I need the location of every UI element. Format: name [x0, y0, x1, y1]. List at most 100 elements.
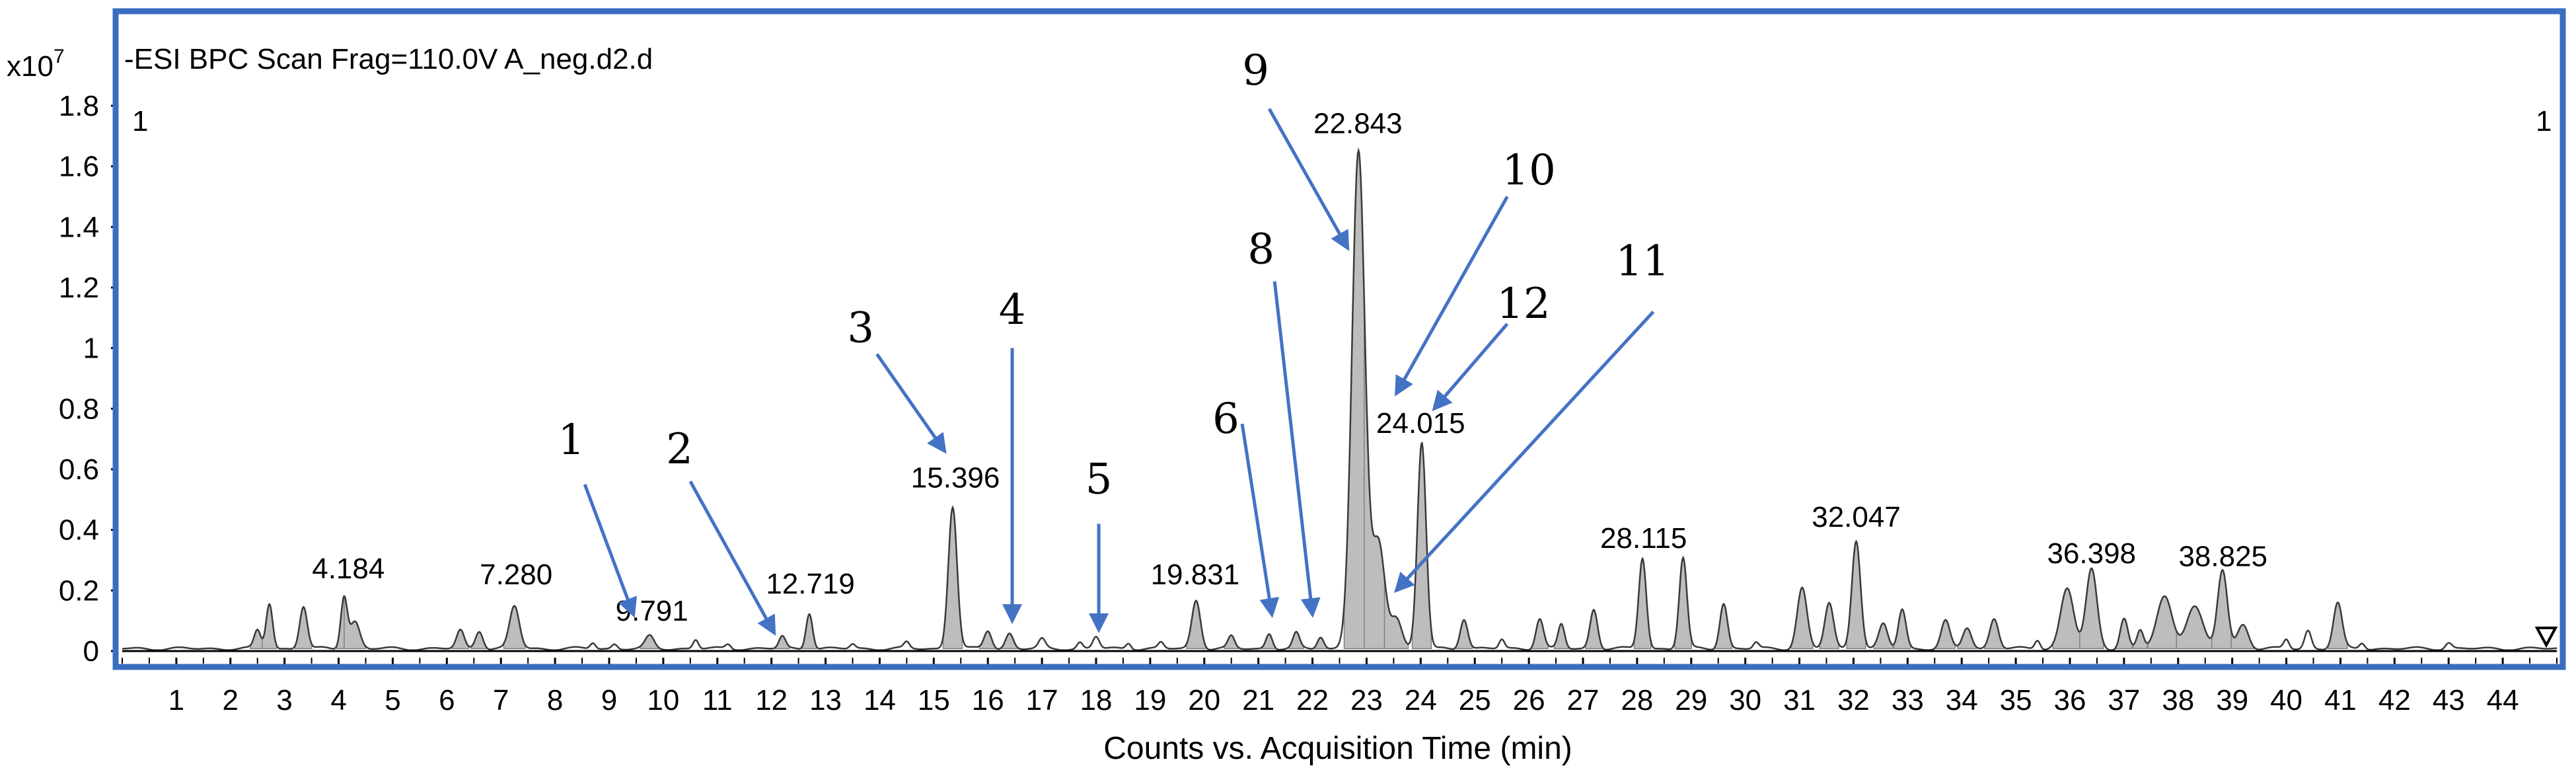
annotation-number-1: 1	[558, 416, 585, 465]
peak-area-63	[2328, 601, 2348, 650]
x-tick-label: 28	[1621, 684, 1653, 716]
y-tick-label: 0	[83, 635, 99, 668]
x-tick-label: 23	[1350, 684, 1383, 716]
x-tick-label: 13	[809, 684, 842, 716]
annotation-number-4: 4	[999, 286, 1026, 334]
x-tick-label: 15	[918, 684, 950, 716]
peak-area-37	[1531, 618, 1549, 650]
x-tick-label: 43	[2433, 684, 2465, 716]
x-tick-label: 31	[1783, 684, 1816, 716]
peak-label: 24.015	[1376, 407, 1465, 440]
x-axis-label: Counts vs. Acquisition Time (min)	[1103, 731, 1572, 766]
annotation-arrow-11	[1394, 310, 1655, 594]
x-tick-label: 7	[493, 684, 509, 716]
annotation-number-12: 12	[1496, 280, 1550, 329]
x-tick-label: 22	[1296, 684, 1329, 716]
x-tick-label: 37	[2108, 684, 2140, 716]
x-tick-label: 36	[2054, 684, 2086, 716]
annotation-number-2: 2	[666, 425, 693, 474]
y-tick-label: 0.8	[59, 393, 99, 425]
peak-area-8	[503, 605, 526, 650]
peak-label: 36.398	[2047, 537, 2136, 570]
peak-area-39	[1585, 609, 1603, 650]
peak-label: 28.115	[1600, 522, 1687, 555]
peak-area-55	[2115, 617, 2133, 650]
peak-area-18	[942, 506, 963, 650]
x-tick-label: 32	[1837, 684, 1870, 716]
annotation-arrow-10	[1395, 196, 1509, 397]
x-tick-label: 30	[1729, 684, 1761, 716]
peak-area-58	[2176, 605, 2213, 650]
peak-label: 4.184	[312, 553, 385, 585]
x-tick-label: 44	[2487, 684, 2519, 716]
x-tick-label: 1	[168, 684, 184, 716]
peak-area-15	[801, 613, 817, 650]
x-tick-label: 18	[1080, 684, 1113, 716]
peak-area-20	[1000, 633, 1019, 650]
annotation-number-6: 6	[1212, 395, 1239, 444]
peak-area-2	[262, 603, 277, 650]
x-tick-label: 17	[1026, 684, 1058, 716]
y-tick-label: 1.4	[59, 211, 99, 243]
peak-area-54	[2079, 567, 2104, 650]
peak-label: 22.843	[1313, 107, 1403, 139]
x-tick-label: 5	[385, 684, 400, 716]
y-exponent-label: x107	[7, 46, 65, 83]
annotation-arrow-6	[1240, 423, 1280, 618]
peak-area-51	[1984, 618, 2005, 650]
annotation-arrow-9	[1267, 108, 1350, 251]
peak-area-29	[1288, 631, 1304, 650]
peak-area-40	[1633, 558, 1652, 650]
x-tick-label: 25	[1459, 684, 1491, 716]
y-tick-label: 1.6	[59, 151, 99, 183]
peak-area-59	[2211, 569, 2234, 650]
peak-label: 7.280	[480, 559, 552, 591]
x-tick-label: 20	[1188, 684, 1220, 716]
peak-area-26	[1186, 600, 1206, 650]
peak-area-47	[1873, 623, 1894, 650]
x-tick-label: 38	[2162, 684, 2194, 716]
axes: 1 2 3 4 5 6 7 8 9 10 11 12 13 14 15 16 17 18 19 20 21 22 23 24 2…	[59, 90, 2558, 716]
cursor-marker-right: 1	[2536, 105, 2552, 137]
x-tick-label: 8	[547, 684, 563, 716]
peak-area-11	[640, 634, 660, 650]
peak-area-49	[1935, 619, 1956, 650]
chromatogram-trace	[122, 147, 2557, 651]
annotation-arrow-12	[1432, 323, 1509, 412]
y-tick-label: 0.4	[59, 514, 99, 547]
y-tick-label: 0.6	[59, 453, 99, 486]
x-tick-label: 39	[2216, 684, 2248, 716]
x-tick-label: 4	[330, 684, 346, 716]
plot-frame	[112, 8, 2566, 670]
x-tick-label: 12	[755, 684, 788, 716]
cursor-marker-left: 1	[132, 105, 148, 137]
x-tick-label: 6	[439, 684, 455, 716]
x-tick-label: 29	[1675, 684, 1707, 716]
peak-label: 15.396	[911, 462, 1000, 494]
annotation-number-11: 11	[1615, 237, 1669, 286]
x-tick-label: 27	[1567, 684, 1600, 716]
peak-area-46	[1846, 540, 1866, 650]
peak-label: 38.825	[2178, 541, 2267, 573]
peak-area-45	[1819, 602, 1839, 650]
x-tick-label: 9	[601, 684, 617, 716]
peak-area-6	[451, 629, 470, 650]
annotation-number-10: 10	[1502, 146, 1555, 195]
x-tick-label: 16	[972, 684, 1004, 716]
peak-area-34	[1411, 442, 1432, 650]
peak-area-50	[1957, 627, 1977, 650]
annotation-arrow-8	[1272, 281, 1321, 618]
peak-labels: 4.184 7.2809.79112.71915.39619.83122.8432…	[312, 107, 2267, 627]
peak-label: 12.719	[766, 568, 855, 600]
annotation-arrow-2	[688, 481, 776, 636]
chart-title: -ESI BPC Scan Frag=110.0V A_neg.d2.d	[124, 43, 653, 75]
x-tick-label: 24	[1405, 684, 1437, 716]
y-tick-label: 1	[83, 332, 99, 365]
x-tick-label: 10	[647, 684, 679, 716]
y-tick-label: 1.2	[59, 272, 99, 304]
annotation-number-3: 3	[847, 304, 874, 353]
x-tick-label: 21	[1242, 684, 1274, 716]
x-tick-label: 35	[2000, 684, 2032, 716]
